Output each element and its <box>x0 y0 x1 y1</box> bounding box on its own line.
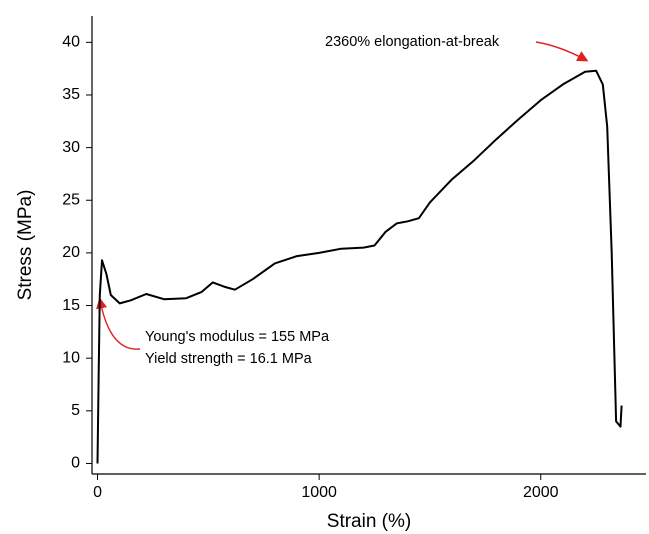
data-line <box>96 69 623 464</box>
y-tick-label: 35 <box>62 86 80 103</box>
x-axis-label: Strain (%) <box>327 511 411 532</box>
y-axis-label: Stress (MPa) <box>15 190 36 301</box>
y-tick-label: 15 <box>62 297 80 314</box>
x-tick-label: 2000 <box>523 484 559 501</box>
y-tick-label: 10 <box>62 349 80 366</box>
y-tick-label: 0 <box>71 455 80 472</box>
x-tick-label: 1000 <box>301 484 337 501</box>
x-tick-label: 0 <box>93 484 102 501</box>
y-tick-label: 40 <box>62 34 80 51</box>
annotation: 2360% elongation-at-break <box>325 34 500 50</box>
y-tick-label: 30 <box>62 139 80 156</box>
y-tick-label: 5 <box>71 402 80 419</box>
y-tick-label: 25 <box>62 191 80 208</box>
y-tick-label: 20 <box>62 244 80 261</box>
annotation: Yield strength = 16.1 MPa <box>145 351 313 367</box>
annotation: Young's modulus = 155 MPa <box>145 329 330 345</box>
annotation-arrow <box>96 297 141 350</box>
annotation-arrow <box>535 41 589 62</box>
